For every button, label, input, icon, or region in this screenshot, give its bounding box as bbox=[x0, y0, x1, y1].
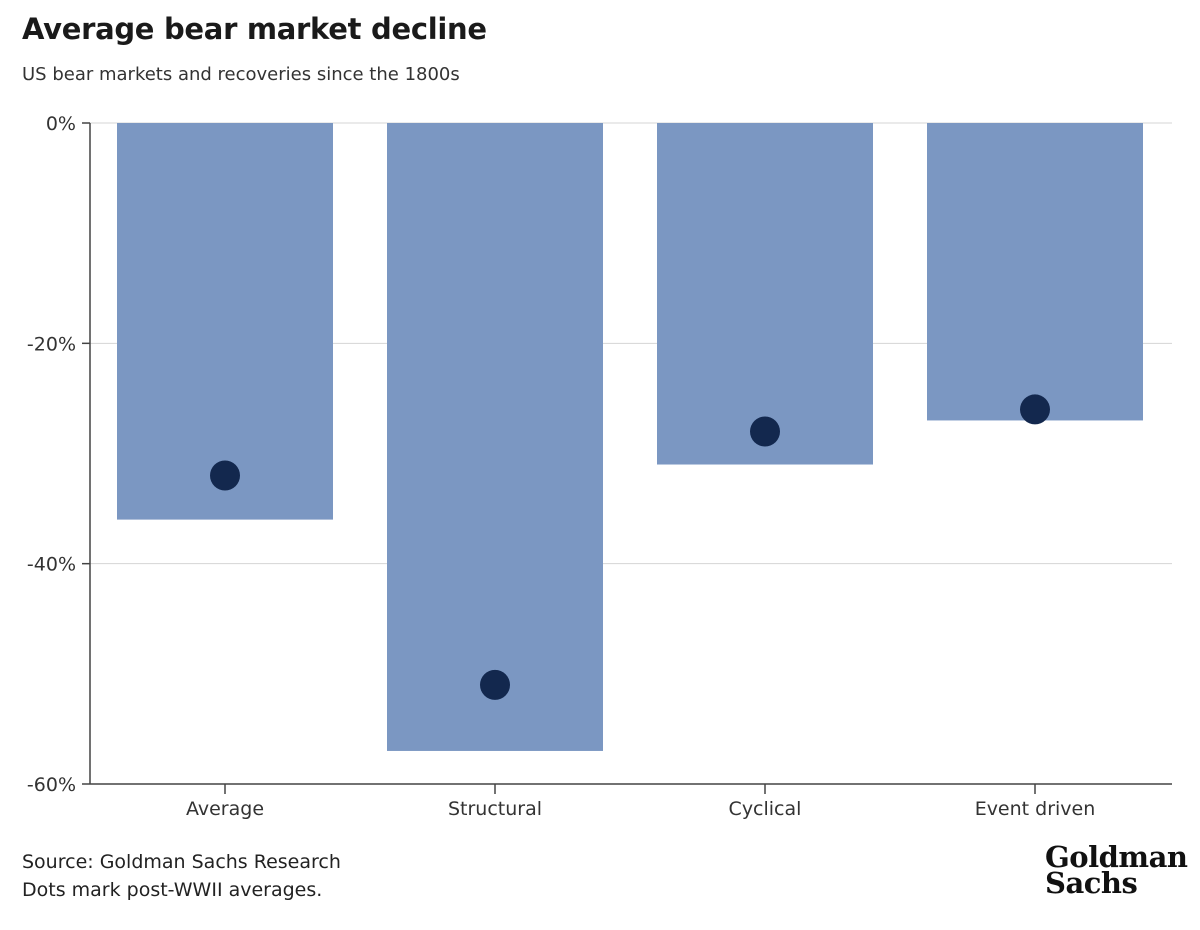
bar-event-driven bbox=[927, 123, 1143, 421]
tick-labels: 0% -20% -40% -60% Average Structural Cyclical E… bbox=[27, 113, 1095, 820]
dot-cyclical bbox=[750, 416, 780, 447]
logo-line-2: Sachs bbox=[1045, 866, 1138, 900]
bars bbox=[117, 123, 1143, 751]
x-tick-label: Average bbox=[186, 798, 264, 820]
chart-subtitle: US bear markets and recoveries since the… bbox=[22, 64, 460, 85]
logo-line-1: Goldman bbox=[1045, 840, 1188, 874]
dot-structural bbox=[480, 669, 510, 700]
dot-event-driven bbox=[1020, 394, 1050, 425]
bar-cyclical bbox=[657, 123, 873, 465]
x-tick-label: Cyclical bbox=[729, 798, 802, 820]
y-tick-label: 0% bbox=[46, 113, 76, 135]
y-tick-label: -40% bbox=[27, 554, 76, 576]
dots bbox=[210, 394, 1050, 700]
dot-average bbox=[210, 460, 240, 491]
dots-note: Dots mark post-WWII averages. bbox=[22, 879, 323, 901]
x-tick-label: Event driven bbox=[975, 798, 1096, 820]
y-tick-label: -20% bbox=[27, 333, 76, 355]
chart-title: Average bear market decline bbox=[22, 12, 487, 46]
x-tick-label: Structural bbox=[448, 798, 542, 820]
source-note: Source: Goldman Sachs Research bbox=[22, 851, 341, 873]
bar-average bbox=[117, 123, 333, 520]
axes bbox=[82, 122, 1172, 794]
y-tick-label: -60% bbox=[27, 774, 76, 796]
bar-structural bbox=[387, 123, 603, 751]
goldman-sachs-logo: Goldman Sachs bbox=[1045, 840, 1188, 900]
